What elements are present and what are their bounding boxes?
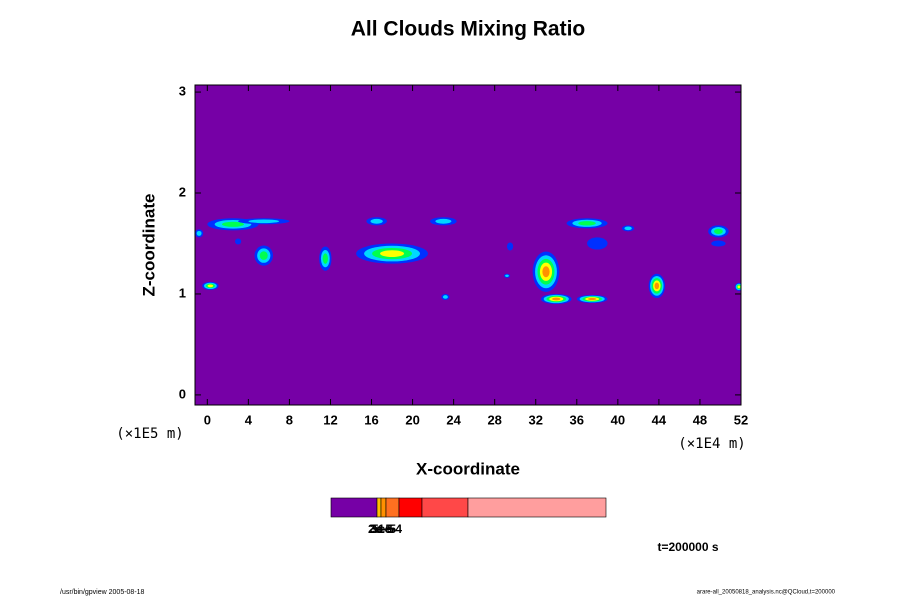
y-tick-label: 0 bbox=[179, 386, 186, 401]
x-tick-label: 8 bbox=[286, 412, 293, 427]
cloud-level bbox=[542, 266, 550, 278]
x-tick-label: 36 bbox=[570, 412, 584, 427]
cloud-patch bbox=[566, 218, 608, 229]
plot-frame bbox=[194, 84, 742, 406]
cloud-level bbox=[235, 238, 242, 245]
chart-title: All Clouds Mixing Ratio bbox=[351, 18, 586, 41]
colorbar-segment bbox=[398, 497, 423, 518]
cloud-level bbox=[442, 295, 448, 299]
cloud-patch bbox=[319, 246, 332, 271]
x-tick-label: 0 bbox=[204, 412, 211, 427]
cloud-patch bbox=[576, 294, 608, 304]
cloud-level bbox=[435, 218, 452, 224]
cloud-level bbox=[322, 253, 328, 264]
time-label: t=200000 s bbox=[657, 540, 718, 554]
cloud-level bbox=[221, 221, 244, 227]
cloud-patch bbox=[202, 281, 219, 290]
cloud-patch bbox=[711, 240, 726, 247]
colorbar-label: 1e-4 bbox=[378, 522, 402, 536]
cloud-patch bbox=[587, 237, 608, 250]
x-tick-label: 20 bbox=[405, 412, 419, 427]
cloud-patch bbox=[254, 245, 273, 266]
x-tick-label: 4 bbox=[245, 412, 253, 427]
cloud-patch bbox=[195, 229, 204, 238]
colorbar-label: 5e-5 bbox=[372, 522, 396, 536]
x-tick-label: 48 bbox=[693, 412, 707, 427]
x-tick-label: 16 bbox=[364, 412, 378, 427]
x-tick-label: 44 bbox=[652, 412, 667, 427]
cloud-patch bbox=[621, 225, 635, 232]
cloud-level bbox=[507, 242, 514, 251]
x-tick-label: 12 bbox=[323, 412, 337, 427]
cloud-level bbox=[207, 284, 214, 288]
cloud-patch bbox=[430, 217, 457, 226]
y-tick-label: 2 bbox=[179, 184, 186, 199]
colorbar-segment bbox=[385, 497, 400, 518]
cloud-level bbox=[196, 230, 202, 236]
cloud-patch bbox=[503, 273, 511, 278]
cloud-level bbox=[552, 297, 561, 301]
cloud-patch bbox=[356, 243, 428, 264]
cloud-level bbox=[654, 282, 660, 290]
cloud-level bbox=[578, 221, 596, 226]
x-unit: (×1E4 m) bbox=[678, 436, 745, 452]
cloud-patch bbox=[366, 217, 387, 226]
colorbar-segment bbox=[467, 497, 607, 518]
cloud-patch bbox=[507, 242, 514, 251]
plot-background bbox=[195, 85, 741, 405]
colorbar-label: 3e-5 bbox=[370, 522, 394, 536]
y-axis-label: Z-coordinate bbox=[139, 194, 158, 297]
footer-right: arare-all_20050818_analysis.nc@QCloud,t=… bbox=[697, 590, 836, 596]
cloud-patch bbox=[532, 251, 560, 292]
cloud-patch bbox=[238, 218, 290, 225]
x-tick-label: 24 bbox=[446, 412, 461, 427]
cloud-patch bbox=[648, 273, 666, 298]
cloud-level bbox=[505, 274, 509, 277]
colorbar-label: 2e-5 bbox=[368, 522, 392, 536]
colorbar-segment bbox=[380, 497, 387, 518]
x-tick-label: 32 bbox=[529, 412, 543, 427]
cloud-level bbox=[370, 218, 383, 224]
cloud-level bbox=[711, 240, 726, 247]
x-tick-label: 28 bbox=[487, 412, 501, 427]
cloud-level bbox=[714, 228, 723, 234]
cloud-patch bbox=[734, 282, 741, 291]
cloud-level bbox=[624, 226, 632, 231]
cloud-level bbox=[587, 237, 608, 250]
cloud-patch bbox=[540, 293, 572, 305]
y-tick-label: 3 bbox=[179, 84, 186, 99]
y-tick-label: 1 bbox=[179, 285, 186, 300]
x-tick-label: 52 bbox=[734, 412, 748, 427]
cloud-patch bbox=[235, 238, 242, 245]
cloud-level bbox=[737, 285, 741, 289]
cloud-patch bbox=[708, 225, 729, 238]
cloud-level bbox=[380, 250, 405, 257]
cloud-level bbox=[587, 297, 597, 301]
x-axis-label: X-coordinate bbox=[416, 459, 520, 478]
footer-left: /usr/bin/gpview 2005-08-18 bbox=[60, 589, 145, 596]
cloud-level bbox=[248, 219, 280, 224]
colorbar-segment bbox=[421, 497, 469, 518]
colorbar-segment bbox=[376, 497, 382, 518]
colorbar-segment bbox=[330, 497, 378, 518]
y-unit: (×1E5 m) bbox=[116, 426, 183, 442]
cloud-patch bbox=[441, 293, 450, 301]
cloud-level bbox=[259, 251, 268, 260]
patches bbox=[195, 217, 741, 305]
x-tick-label: 40 bbox=[611, 412, 625, 427]
